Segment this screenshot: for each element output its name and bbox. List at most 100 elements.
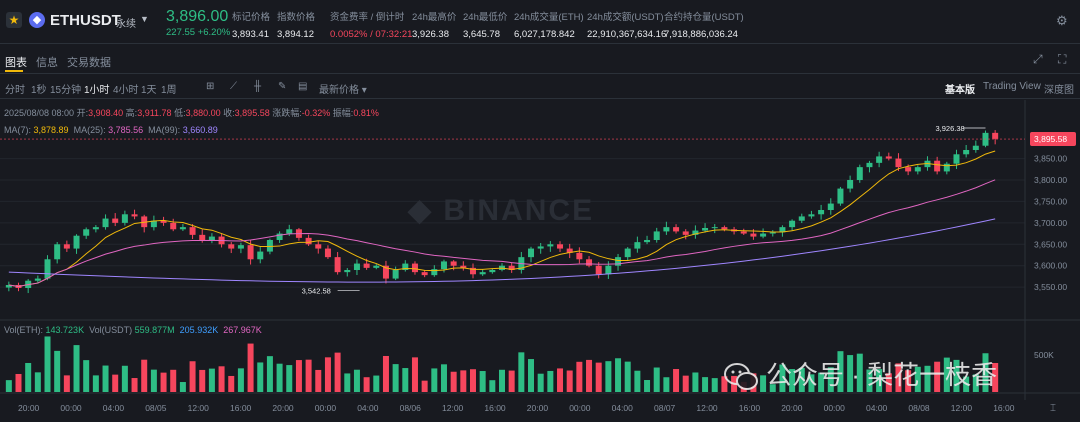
stat-value: 3,894.12 — [277, 29, 314, 40]
candle-body — [44, 259, 51, 279]
volume-bar — [324, 357, 331, 392]
price-change: 227.55 +6.20% — [166, 27, 231, 38]
candle-body — [895, 158, 902, 168]
ma99-label: MA(99): — [148, 125, 181, 135]
candle-body — [914, 167, 921, 172]
candle-type-icon[interactable]: ╫ — [254, 81, 262, 92]
view-tradingview[interactable]: Trading View — [983, 81, 1041, 92]
vol-usdt-label: Vol(USDT) — [89, 325, 133, 335]
tab-info[interactable]: 信息 — [36, 57, 58, 69]
volume-bar — [615, 358, 622, 392]
volume-bar — [83, 360, 90, 392]
ma25-label: MA(25): — [73, 125, 106, 135]
candle-body — [798, 216, 805, 221]
candle-body — [557, 244, 564, 249]
volume-bar — [914, 366, 921, 392]
time-tick-label: 12:00 — [442, 403, 464, 413]
stat-funding-rate[interactable]: 资金费率 / 倒计时 0.0052% / 07:32:21 — [330, 9, 412, 40]
volume-bar — [624, 361, 631, 392]
chart-line-icon[interactable]: ⟋ — [230, 81, 237, 92]
high-annotation: 3,926.38 — [935, 124, 964, 133]
candle-body — [189, 227, 196, 235]
ma7-line — [8, 150, 996, 288]
candle-body — [34, 278, 41, 281]
price-type-select[interactable]: 最新价格 ▾ — [319, 85, 367, 96]
volume-bar — [295, 360, 302, 392]
candle-body — [324, 248, 331, 258]
vol-usdt-value: 559.877M — [134, 325, 175, 335]
draw-tools-icon[interactable]: ✎ — [278, 81, 287, 92]
wechat-logo-icon — [724, 363, 758, 391]
volume-bar — [605, 361, 612, 392]
volume-bar — [102, 365, 109, 392]
indicator-icon[interactable]: ⊞ — [206, 81, 215, 92]
volume-bar — [837, 351, 844, 392]
volume-bar — [315, 369, 322, 392]
volume-bar — [818, 372, 825, 392]
interval-1d[interactable]: 1天 — [141, 85, 157, 96]
candle-body — [266, 240, 273, 252]
volume-bar — [479, 371, 486, 392]
candle-body — [769, 232, 776, 234]
low-value: 3,880.00 — [185, 108, 221, 118]
candle-body — [972, 145, 979, 150]
fullscreen-icon[interactable]: ⛶ — [1058, 52, 1067, 66]
candle-body — [276, 233, 283, 240]
interval-1h[interactable]: 1小时 — [84, 85, 110, 96]
candle-body — [54, 244, 61, 260]
candle-body — [615, 257, 622, 266]
volume-bar — [392, 364, 399, 392]
interval-line[interactable]: 分时 — [5, 85, 25, 96]
favorite-star-icon[interactable]: ★ — [6, 12, 22, 28]
volume-bar — [199, 369, 206, 392]
volume-bar — [411, 357, 418, 392]
time-tick-label: 16:00 — [230, 403, 252, 413]
interval-15m[interactable]: 15分钟 — [50, 85, 82, 96]
chevron-down-icon[interactable]: ▼ — [140, 14, 149, 24]
change-value: -0.32% — [301, 108, 331, 118]
chart-toolbar: 分时 1秒 15分钟 1小时 4小时 1天 1周 ⊞ ⟋ ╫ ✎ ▤ 最新价格 … — [0, 73, 1080, 99]
volume-bar — [63, 375, 70, 392]
candle-body — [827, 203, 834, 210]
tab-chart[interactable]: 图表 — [5, 57, 27, 69]
interval-4h[interactable]: 4小时 — [113, 85, 139, 96]
volume-bar — [972, 374, 979, 392]
volume-bar — [344, 373, 351, 392]
stat-value: 3,645.78 — [463, 29, 500, 40]
time-tick-label: 08/08 — [908, 403, 930, 413]
candle-body — [905, 167, 912, 172]
time-tick-label: 20:00 — [781, 403, 803, 413]
view-depth[interactable]: 深度图 — [1044, 85, 1074, 96]
time-tick-label: 00:00 — [60, 403, 82, 413]
layout-icon[interactable]: ▤ — [298, 81, 308, 92]
volume-bar — [353, 369, 360, 392]
volume-bar — [518, 352, 525, 392]
expand-icon[interactable]: ⤢ — [1033, 52, 1043, 66]
stat-value: 6,027,178.842 — [514, 29, 575, 40]
stat-label: 24h最高价 — [412, 12, 457, 23]
stat-index-price[interactable]: 指数价格 3,894.12 — [277, 9, 315, 40]
volume-bar — [634, 370, 641, 392]
price-tick-label: 3,750.00 — [1034, 196, 1067, 206]
volume-bar — [218, 366, 225, 392]
stat-open-interest[interactable]: 合约持仓量(USDT) 7,918,886,036.24 — [664, 9, 744, 40]
view-basic[interactable]: 基本版 — [945, 85, 975, 96]
symbol-name[interactable]: ETHUSDT — [50, 12, 121, 29]
ma7-label: MA(7): — [4, 125, 31, 135]
candle-body — [479, 272, 486, 275]
gear-icon[interactable]: ⚙ — [1056, 13, 1068, 28]
candle-body — [789, 220, 796, 228]
interval-1w[interactable]: 1周 — [161, 85, 177, 96]
candle-body — [508, 265, 515, 270]
volume-bar — [982, 353, 989, 392]
candle-body — [344, 270, 351, 273]
interval-1s[interactable]: 1秒 — [31, 85, 47, 96]
volume-bar — [54, 350, 61, 392]
candle-body — [847, 180, 854, 189]
candle-body — [208, 236, 215, 240]
close-label: 收: — [223, 108, 235, 118]
vol-eth-value: 143.723K — [45, 325, 85, 335]
candle-body — [334, 257, 341, 273]
tab-trading-data[interactable]: 交易数据 — [67, 57, 111, 69]
time-tick-label: 00:00 — [824, 403, 846, 413]
